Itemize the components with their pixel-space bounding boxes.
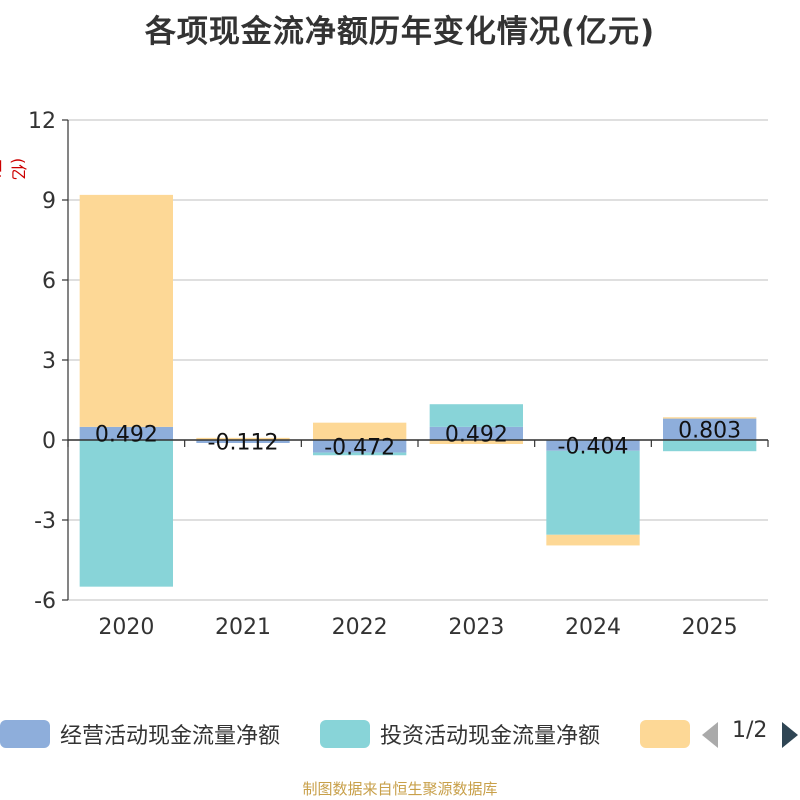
bar-investing <box>79 440 173 587</box>
y-tick-label: -3 <box>34 509 56 534</box>
legend-swatch-operating <box>0 720 50 748</box>
legend: 经营活动现金流量净额 投资活动现金流量净额 <box>0 714 800 754</box>
bar-financing <box>79 194 173 427</box>
x-tick-label: 2020 <box>98 615 154 640</box>
x-tick-label: 2023 <box>448 615 504 640</box>
bar-operating <box>429 426 523 440</box>
legend-item-operating[interactable]: 经营活动现金流量净额 <box>0 714 280 754</box>
x-tick-label: 2021 <box>215 615 271 640</box>
bar-operating <box>546 440 640 451</box>
legend-swatch-financing <box>640 720 690 748</box>
legend-item-financing[interactable] <box>640 714 700 754</box>
pager-page-indicator: 1/2 <box>732 718 768 743</box>
y-tick-label: 9 <box>42 189 56 214</box>
bar-financing <box>546 534 640 546</box>
bar-financing <box>196 437 290 440</box>
data-label: -0.472 <box>324 435 395 460</box>
bar-financing <box>313 422 407 440</box>
chart-title: 各项现金流净额历年变化情况(亿元) <box>144 14 656 50</box>
data-label: 0.492 <box>445 422 508 447</box>
data-label: 0.492 <box>95 422 158 447</box>
y-tick-label: 12 <box>28 109 56 134</box>
data-label: -0.112 <box>208 430 279 455</box>
data-source-note: 制图数据来自恒生聚源数据库 <box>302 780 498 798</box>
bar-financing <box>663 417 757 419</box>
legend-swatch-investing <box>320 720 370 748</box>
data-label: -0.404 <box>558 434 629 459</box>
pager-prev-icon[interactable] <box>702 722 718 748</box>
legend-item-investing[interactable]: 投资活动现金流量净额 <box>320 714 600 754</box>
bar-operating <box>79 426 173 440</box>
pager-next-icon[interactable] <box>782 722 798 748</box>
legend-pager: 1/2 <box>700 714 800 754</box>
data-label: 0.803 <box>678 418 741 443</box>
bar-operating <box>196 440 290 443</box>
stacked-bar-chart: -6 -3 0 3 6 9 12 2020 2021 2022 2023 2024 2025 0.492 -… <box>28 109 769 640</box>
bar-operating <box>313 440 407 453</box>
y-tick-label: 6 <box>42 269 56 294</box>
bar-investing <box>429 404 523 427</box>
bar-operating <box>663 418 757 440</box>
bar-investing <box>546 450 640 535</box>
legend-label-operating: 经营活动现金流量净额 <box>60 724 281 749</box>
y-tick-label: -6 <box>34 589 56 614</box>
bar-financing <box>429 440 523 444</box>
x-tick-label: 2022 <box>332 615 388 640</box>
x-tick-label: 2024 <box>565 615 621 640</box>
bar-investing <box>313 452 407 456</box>
legend-label-investing: 投资活动现金流量净额 <box>380 724 601 749</box>
bar-investing <box>663 440 757 452</box>
x-tick-label: 2025 <box>682 615 738 640</box>
y-tick-label: 3 <box>42 349 56 374</box>
y-tick-label: 0 <box>42 429 56 454</box>
